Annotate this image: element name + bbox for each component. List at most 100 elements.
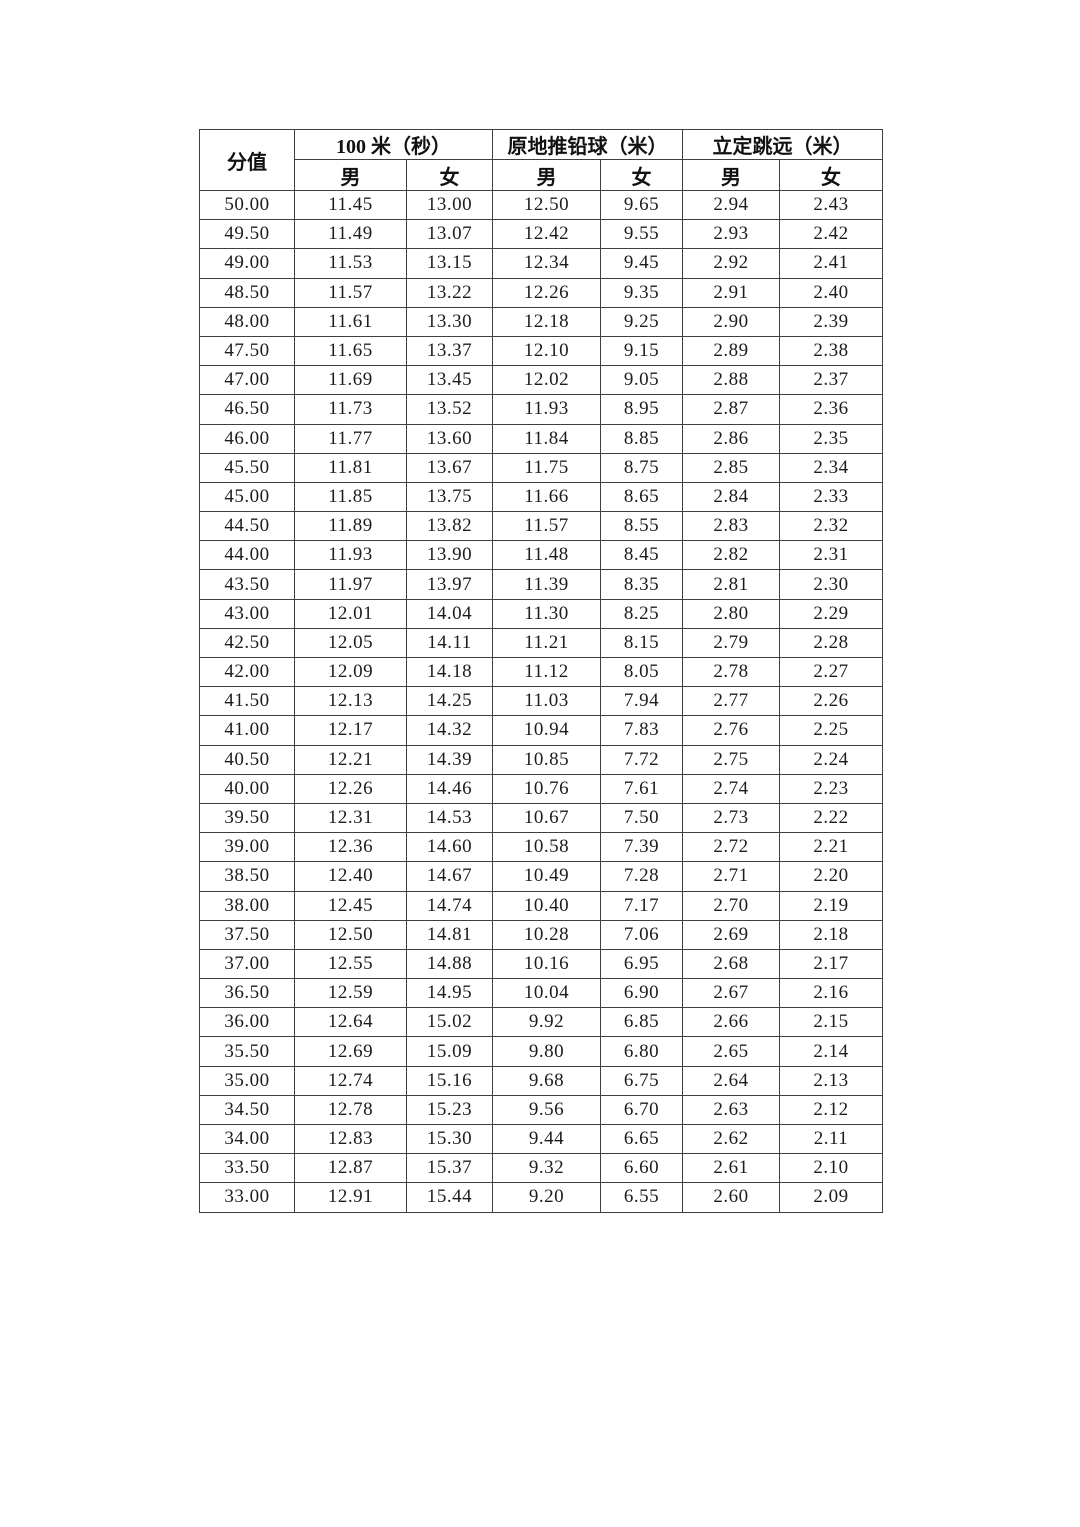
table-row: 39.50 12.31 14.53 10.67 7.50 2.73 2.22: [199, 802, 883, 834]
value-cell: 8.35: [600, 569, 683, 600]
value-cell: 12.64: [294, 1007, 407, 1038]
subheader-shotput-female: 女: [600, 159, 683, 191]
value-cell: 8.05: [600, 656, 683, 688]
value-cell: 12.26: [294, 773, 407, 804]
value-cell: 2.66: [682, 1007, 780, 1038]
value-cell: 6.55: [600, 1182, 683, 1213]
score-cell: 48.00: [199, 306, 295, 337]
score-cell: 36.50: [199, 978, 295, 1009]
value-cell: 11.69: [294, 365, 407, 396]
value-cell: 14.39: [406, 744, 493, 775]
value-cell: 12.13: [294, 686, 407, 717]
value-cell: 2.92: [682, 248, 780, 279]
value-cell: 2.38: [779, 335, 883, 367]
table-row: 47.00 11.69 13.45 12.02 9.05 2.88 2.37: [199, 365, 883, 396]
value-cell: 12.02: [492, 365, 601, 396]
value-cell: 12.69: [294, 1036, 407, 1067]
value-cell: 2.85: [682, 452, 780, 483]
value-cell: 10.40: [492, 890, 601, 921]
value-cell: 12.40: [294, 861, 407, 892]
value-cell: 11.85: [294, 481, 407, 513]
value-cell: 11.30: [492, 598, 601, 629]
value-cell: 2.94: [682, 189, 780, 221]
table-row: 45.00 11.85 13.75 11.66 8.65 2.84 2.33: [199, 481, 883, 513]
value-cell: 10.67: [492, 802, 601, 834]
value-cell: 13.30: [406, 306, 493, 337]
value-cell: 9.44: [492, 1123, 601, 1155]
value-cell: 2.37: [779, 365, 883, 396]
table-row: 39.00 12.36 14.60 10.58 7.39 2.72 2.21: [199, 832, 883, 863]
value-cell: 14.67: [406, 861, 493, 892]
value-cell: 9.65: [600, 189, 683, 221]
value-cell: 14.53: [406, 802, 493, 834]
value-cell: 6.65: [600, 1123, 683, 1155]
value-cell: 12.50: [294, 919, 407, 950]
value-cell: 11.61: [294, 306, 407, 337]
value-cell: 12.10: [492, 335, 601, 367]
value-cell: 8.45: [600, 540, 683, 571]
value-cell: 2.91: [682, 277, 780, 308]
table-row: 40.00 12.26 14.46 10.76 7.61 2.74 2.23: [199, 773, 883, 804]
value-cell: 2.13: [779, 1065, 883, 1096]
table-row: 44.50 11.89 13.82 11.57 8.55 2.83 2.32: [199, 511, 883, 542]
table-row: 38.00 12.45 14.74 10.40 7.17 2.70 2.19: [199, 890, 883, 921]
value-cell: 13.60: [406, 423, 493, 454]
value-cell: 11.65: [294, 335, 407, 367]
value-cell: 2.88: [682, 365, 780, 396]
score-cell: 46.00: [199, 423, 295, 454]
value-cell: 13.37: [406, 335, 493, 367]
score-cell: 40.50: [199, 744, 295, 775]
value-cell: 14.04: [406, 598, 493, 629]
table-row: 35.50 12.69 15.09 9.80 6.80 2.65 2.14: [199, 1036, 883, 1067]
value-cell: 12.26: [492, 277, 601, 308]
value-cell: 2.89: [682, 335, 780, 367]
value-cell: 7.72: [600, 744, 683, 775]
value-cell: 9.56: [492, 1094, 601, 1126]
value-cell: 12.09: [294, 656, 407, 688]
value-cell: 11.12: [492, 656, 601, 688]
value-cell: 11.93: [492, 394, 601, 425]
score-cell: 42.50: [199, 627, 295, 659]
score-cell: 45.00: [199, 481, 295, 513]
score-cell: 40.00: [199, 773, 295, 804]
value-cell: 7.61: [600, 773, 683, 804]
score-table-header: 分值 100 米（秒） 原地推铅球（米） 立定跳远（米） 男 女 男 女 男 女: [199, 129, 883, 191]
score-cell: 39.00: [199, 832, 295, 863]
value-cell: 2.41: [779, 248, 883, 279]
value-cell: 2.80: [682, 598, 780, 629]
value-cell: 2.19: [779, 890, 883, 921]
value-cell: 9.92: [492, 1007, 601, 1038]
value-cell: 11.21: [492, 627, 601, 659]
value-cell: 2.33: [779, 481, 883, 513]
table-row: 36.00 12.64 15.02 9.92 6.85 2.66 2.15: [199, 1007, 883, 1038]
value-cell: 6.95: [600, 948, 683, 980]
table-row: 49.50 11.49 13.07 12.42 9.55 2.93 2.42: [199, 219, 883, 250]
subheader-100m-female: 女: [406, 159, 493, 191]
value-cell: 15.02: [406, 1007, 493, 1038]
value-cell: 13.00: [406, 189, 493, 221]
value-cell: 9.35: [600, 277, 683, 308]
value-cell: 11.77: [294, 423, 407, 454]
value-cell: 12.17: [294, 715, 407, 746]
value-cell: 12.50: [492, 189, 601, 221]
value-cell: 2.26: [779, 686, 883, 717]
value-cell: 11.93: [294, 540, 407, 571]
score-table-body: 50.00 11.45 13.00 12.50 9.65 2.94 2.43 49.50 11.…: [199, 189, 883, 1213]
value-cell: 2.61: [682, 1153, 780, 1184]
table-row: 43.50 11.97 13.97 11.39 8.35 2.81 2.30: [199, 569, 883, 600]
score-cell: 37.00: [199, 948, 295, 980]
table-row: 46.50 11.73 13.52 11.93 8.95 2.87 2.36: [199, 394, 883, 425]
value-cell: 11.66: [492, 481, 601, 513]
value-cell: 14.81: [406, 919, 493, 950]
value-cell: 11.03: [492, 686, 601, 717]
value-cell: 11.45: [294, 189, 407, 221]
value-cell: 12.87: [294, 1153, 407, 1184]
score-cell: 44.50: [199, 511, 295, 542]
value-cell: 6.70: [600, 1094, 683, 1126]
value-cell: 10.76: [492, 773, 601, 804]
value-cell: 13.15: [406, 248, 493, 279]
value-cell: 9.15: [600, 335, 683, 367]
value-cell: 6.90: [600, 978, 683, 1009]
value-cell: 2.72: [682, 832, 780, 863]
